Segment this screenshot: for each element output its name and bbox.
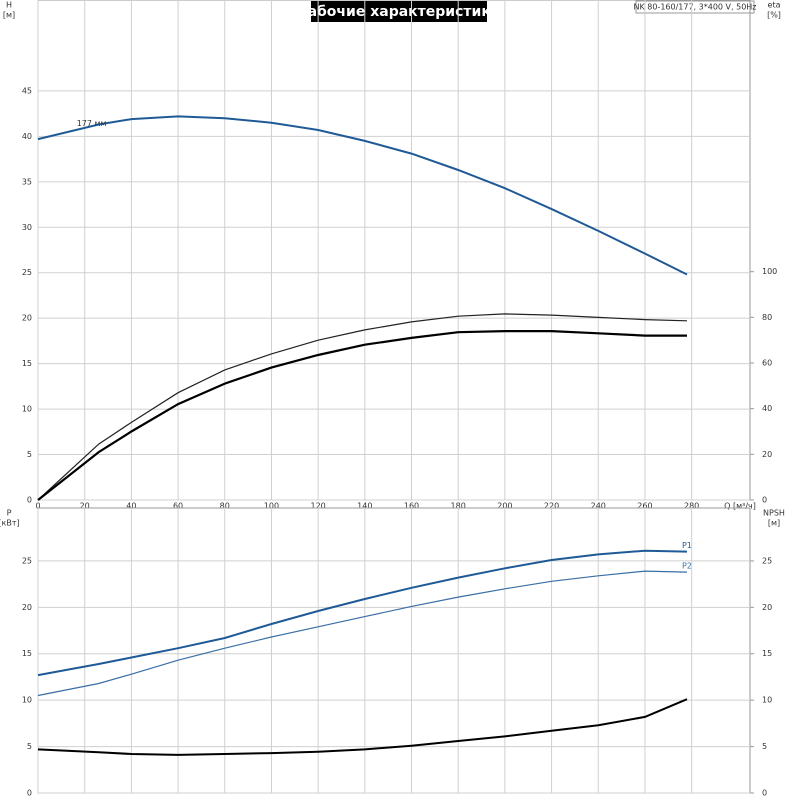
y2-tick-label: 25 <box>762 556 772 565</box>
x-tick-label: 100 <box>264 502 279 511</box>
model-box <box>635 0 755 14</box>
plot-area <box>37 0 751 501</box>
x-tick-label: 80 <box>220 502 230 511</box>
y-axis-label: H <box>6 1 12 10</box>
y2-tick-label: 10 <box>762 696 772 705</box>
x-tick-label: 120 <box>310 502 325 511</box>
y-tick-label: 0 <box>27 496 32 505</box>
y-tick-label: 25 <box>22 268 32 277</box>
y-tick-label: 10 <box>22 696 32 705</box>
y2-tick-label: 80 <box>762 313 772 322</box>
curve-label: 177 мм <box>77 119 107 128</box>
y2-axis-unit: [м] <box>768 519 780 528</box>
y-tick-label: 0 <box>27 789 32 798</box>
y2-tick-label: 0 <box>762 496 767 505</box>
chart-title: Рабочие характеристики <box>297 4 500 20</box>
y2-axis-label: NPSH <box>763 509 785 518</box>
y-tick-label: 40 <box>22 132 32 141</box>
series-line <box>37 570 688 697</box>
x-tick-label: 20 <box>80 502 90 511</box>
x-tick-label: 200 <box>497 502 512 511</box>
y2-tick-label: 0 <box>762 789 767 798</box>
y2-tick-label: 5 <box>762 742 767 751</box>
y-axis-label: P <box>7 509 12 518</box>
curve-label: P1 <box>682 541 692 550</box>
y-tick-label: 25 <box>22 556 32 565</box>
y-tick-label: 45 <box>22 86 32 95</box>
x-tick-label: 260 <box>637 502 652 511</box>
y2-tick-label: 60 <box>762 359 772 368</box>
y2-axis-unit: [%] <box>767 11 781 20</box>
y2-tick-label: 20 <box>762 450 772 459</box>
x-tick-label: 220 <box>544 502 559 511</box>
y-tick-label: 20 <box>22 314 32 323</box>
model-label: NK 80-160/177, 3*400 V, 50Hz <box>633 3 756 12</box>
y-tick-label: 35 <box>22 177 32 186</box>
series-line <box>37 115 688 276</box>
y-tick-label: 5 <box>27 742 32 751</box>
curve-label: P2 <box>682 562 692 571</box>
series-line <box>37 330 687 501</box>
x-tick-label: 240 <box>591 502 606 511</box>
y2-tick-label: 15 <box>762 649 772 658</box>
x-tick-label: 280 <box>684 502 699 511</box>
y-tick-label: 5 <box>27 450 32 459</box>
y2-tick-label: 100 <box>762 267 777 276</box>
y-tick-label: 15 <box>22 359 32 368</box>
x-tick-label: 140 <box>357 502 372 511</box>
x-tick-label: 60 <box>173 502 183 511</box>
x-tick-label: 0 <box>35 502 40 511</box>
y-tick-label: 10 <box>22 405 32 414</box>
series-line <box>37 313 688 501</box>
y-tick-label: 15 <box>22 649 32 658</box>
y-tick-label: 30 <box>22 223 32 232</box>
series-line <box>37 698 688 756</box>
x-tick-label: 180 <box>451 502 466 511</box>
y-axis-unit: [м] <box>3 11 15 20</box>
x-axis-label: Q [м³/ч] <box>724 502 756 511</box>
y2-tick-label: 20 <box>762 603 772 612</box>
y-tick-label: 20 <box>22 603 32 612</box>
series-line <box>37 549 688 677</box>
y2-axis-label: eta <box>768 1 781 10</box>
title-box <box>311 1 487 22</box>
y2-tick-label: 40 <box>762 404 772 413</box>
y-axis-unit: [кВт] <box>0 519 20 528</box>
x-tick-label: 160 <box>404 502 419 511</box>
x-tick-label: 40 <box>126 502 136 511</box>
